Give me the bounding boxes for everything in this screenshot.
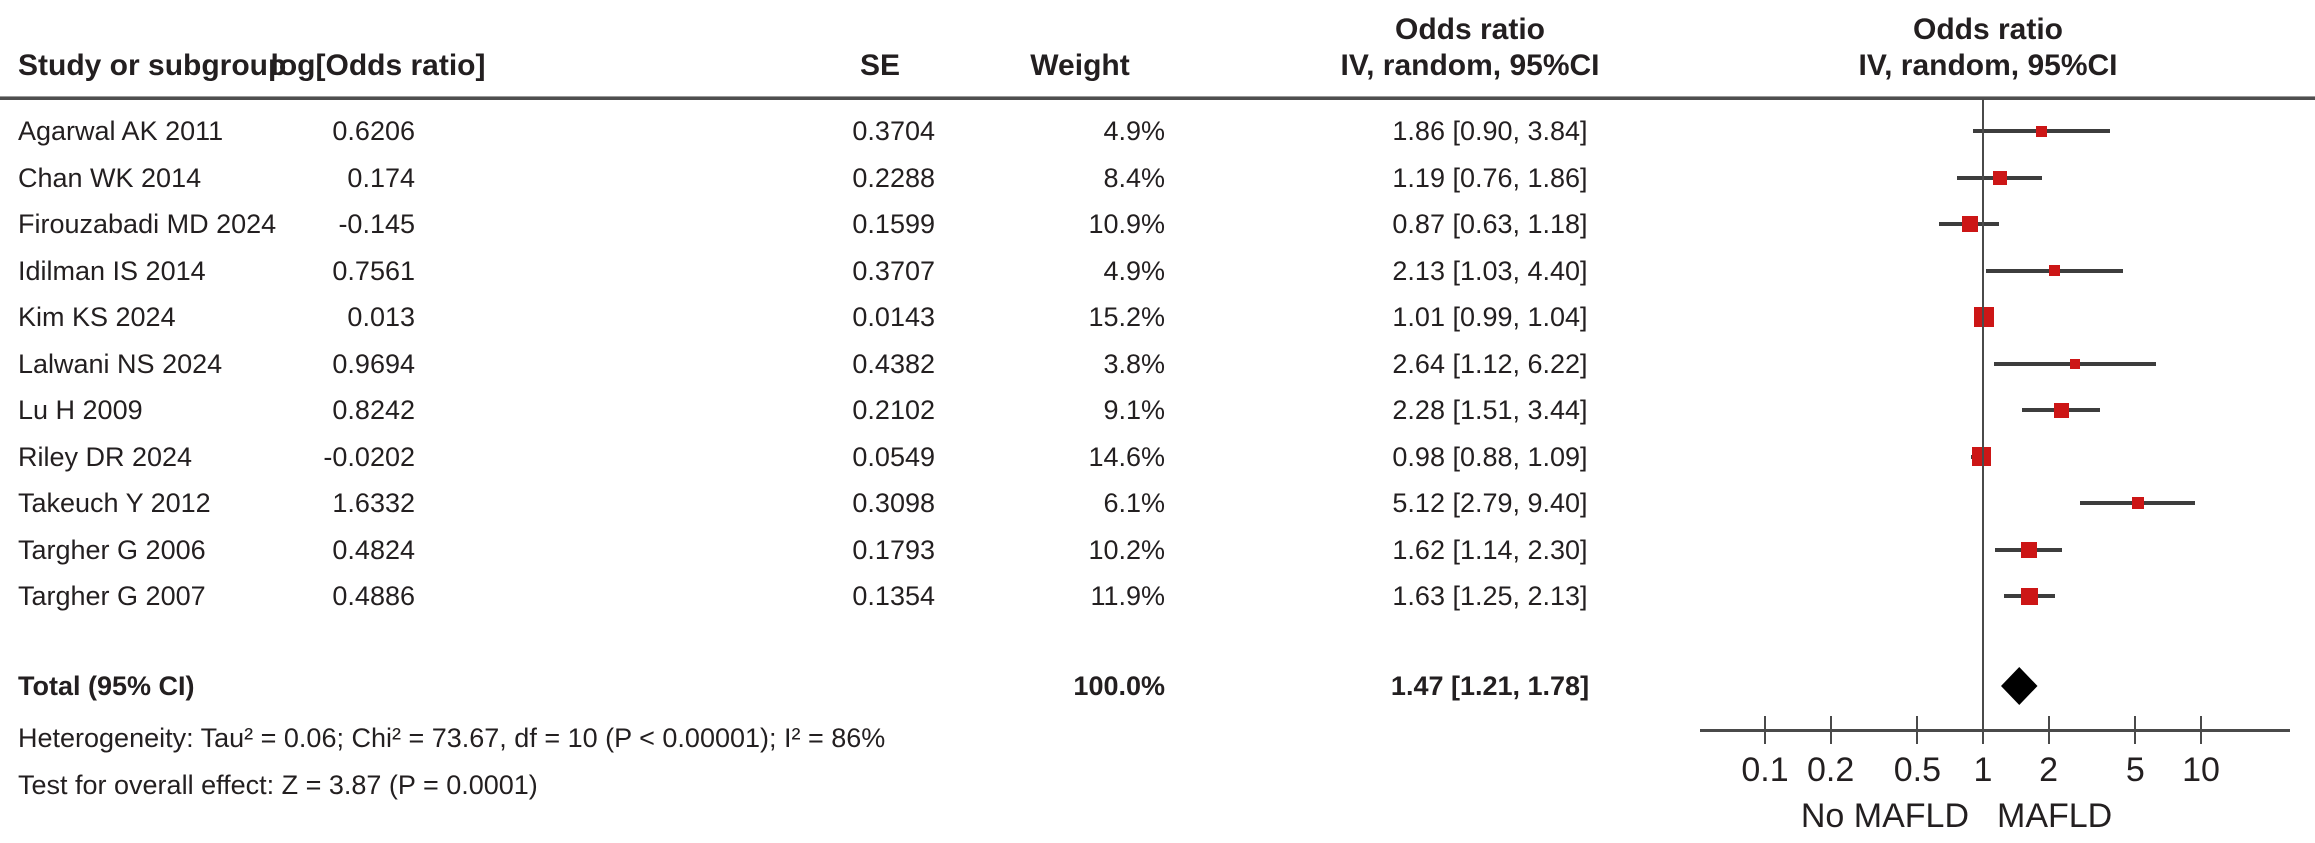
or-ci-text-cell: 1.86 [0.90, 3.84] — [1392, 116, 1588, 146]
log-odds-ratio-cell: -0.0202 — [323, 441, 415, 472]
or-point-marker — [2069, 358, 2080, 369]
axis-tick — [1982, 716, 1984, 744]
or-ci-text-cell: 1.63 [1.25, 2.13] — [1392, 581, 1588, 611]
weight-cell: 4.9% — [1103, 255, 1165, 286]
column-header-weight: Weight — [1030, 49, 1130, 82]
log-odds-ratio-cell: 0.4886 — [332, 581, 415, 611]
log-odds-ratio-cell: 0.9694 — [332, 348, 415, 379]
axis-tick — [1764, 716, 1766, 744]
study-name-cell: Chan WK 2014 — [18, 162, 202, 193]
or-ci-text-cell: 2.28 [1.51, 3.44] — [1392, 395, 1588, 425]
total-row-label: Total (95% CI) — [18, 671, 195, 701]
heterogeneity-note: Heterogeneity: Tau² = 0.06; Chi² = 73.67… — [18, 723, 886, 753]
study-name-cell: Lu H 2009 — [18, 395, 143, 425]
or-ci-text-cell: 1.62 [1.14, 2.30] — [1392, 534, 1588, 565]
weight-cell: 11.9% — [1090, 581, 1165, 611]
or-point-marker — [2053, 402, 2069, 418]
se-cell: 0.2288 — [852, 162, 935, 193]
or-ci-text-cell: 1.19 [0.76, 1.86] — [1392, 162, 1588, 193]
study-name-cell: Targher G 2007 — [18, 581, 206, 611]
axis-tick — [1829, 716, 1832, 744]
study-name-cell: Takeuch Y 2012 — [18, 488, 211, 518]
or-point-marker — [2049, 265, 2061, 276]
study-name-cell: Firouzabadi MD 2024 — [18, 209, 277, 239]
or-ci-text-cell: 0.98 [0.88, 1.09] — [1392, 441, 1588, 472]
or-ci-text-cell: 2.13 [1.03, 4.40] — [1392, 255, 1588, 286]
axis-tick-label: 5 — [2125, 751, 2145, 789]
axis-tick — [2200, 716, 2202, 744]
axis-group-label-left: No MAFLD — [1800, 797, 1969, 835]
total-weight-cell: 100.0% — [1073, 671, 1165, 701]
or-point-marker — [1971, 447, 1991, 466]
weight-cell: 9.1% — [1103, 395, 1165, 425]
weight-cell: 4.9% — [1103, 116, 1165, 146]
column-header-or-plot-line2: IV, random, 95%CI — [1858, 49, 2118, 82]
log-odds-ratio-cell: 0.6206 — [332, 116, 415, 146]
se-cell: 0.3704 — [852, 116, 935, 146]
axis-tick — [1916, 716, 1919, 744]
or-ci-text-cell: 0.87 [0.63, 1.18] — [1392, 209, 1588, 239]
weight-cell: 15.2% — [1088, 302, 1165, 332]
axis-tick-label: 0.2 — [1806, 751, 1855, 789]
column-header-study: Study or subgroup — [18, 49, 287, 82]
se-cell: 0.0143 — [852, 302, 935, 332]
study-name-cell: Kim KS 2024 — [18, 302, 176, 332]
or-ci-text-cell: 2.64 [1.12, 6.22] — [1392, 348, 1588, 379]
log-odds-ratio-cell: 0.7561 — [332, 255, 415, 286]
or-point-marker — [2020, 541, 2037, 558]
weight-cell: 10.9% — [1088, 209, 1165, 239]
axis-tick-label: 2 — [2039, 751, 2059, 789]
weight-cell: 14.6% — [1088, 441, 1165, 472]
se-cell: 0.4382 — [852, 348, 935, 379]
log-odds-ratio-cell: 0.8242 — [332, 395, 415, 425]
study-name-cell: Lalwani NS 2024 — [18, 348, 223, 379]
overall-effect-note: Test for overall effect: Z = 3.87 (P = 0… — [18, 770, 538, 800]
study-name-cell: Riley DR 2024 — [18, 441, 193, 472]
study-name-cell: Idilman IS 2014 — [18, 255, 206, 286]
log-odds-ratio-cell: 0.013 — [347, 302, 415, 332]
log-odds-ratio-cell: -0.145 — [338, 209, 415, 239]
x-axis-line — [1700, 729, 2290, 732]
se-cell: 0.1354 — [852, 581, 935, 611]
or-point-marker — [1961, 216, 1978, 232]
column-header-or-plot-line1: Odds ratio — [1912, 13, 2064, 46]
or-point-marker — [2131, 497, 2144, 509]
or-point-marker — [2020, 587, 2038, 605]
log-odds-ratio-cell: 1.6332 — [332, 488, 415, 518]
se-cell: 0.1793 — [852, 534, 935, 565]
axis-tick-label: 10 — [2182, 751, 2220, 789]
axis-tick — [2047, 716, 2050, 744]
or-ci-text-cell: 1.01 [0.99, 1.04] — [1392, 302, 1588, 332]
axis-tick-label: 1 — [1973, 751, 1993, 789]
or-ci-text-cell: 5.12 [2.79, 9.40] — [1392, 488, 1588, 518]
total-diamond — [2001, 667, 2038, 705]
column-header-or-text-line1: Odds ratio — [1394, 13, 1546, 46]
weight-cell: 3.8% — [1103, 348, 1165, 379]
total-or-ci-cell: 1.47 [1.21, 1.78] — [1390, 671, 1590, 701]
se-cell: 0.3098 — [852, 488, 935, 518]
log-odds-ratio-cell: 0.174 — [347, 162, 415, 193]
log-odds-ratio-cell: 0.4824 — [332, 534, 415, 565]
null-effect-line — [1982, 99, 1984, 730]
se-cell: 0.0549 — [852, 441, 935, 472]
weight-cell: 6.1% — [1103, 488, 1165, 518]
column-header-or-text-line2: IV, random, 95%CI — [1340, 49, 1600, 82]
study-name-cell: Targher G 2006 — [18, 534, 206, 565]
se-cell: 0.3707 — [852, 255, 935, 286]
study-name-cell: Agarwal AK 2011 — [18, 116, 224, 146]
weight-cell: 8.4% — [1103, 162, 1165, 193]
se-cell: 0.2102 — [852, 395, 935, 425]
axis-tick — [2134, 716, 2137, 744]
column-header-se: SE — [859, 49, 901, 82]
axis-group-label-right: MAFLD — [1997, 797, 2113, 835]
or-point-marker — [1992, 170, 2007, 185]
se-cell: 0.1599 — [852, 209, 935, 239]
weight-cell: 10.2% — [1088, 534, 1165, 565]
column-header-log-odds-ratio: log[Odds ratio] — [270, 49, 486, 82]
axis-tick-label: 0.5 — [1893, 751, 1942, 789]
header-divider-line — [0, 96, 2315, 100]
axis-tick-label: 0.1 — [1741, 751, 1789, 789]
or-point-marker — [2036, 125, 2048, 137]
